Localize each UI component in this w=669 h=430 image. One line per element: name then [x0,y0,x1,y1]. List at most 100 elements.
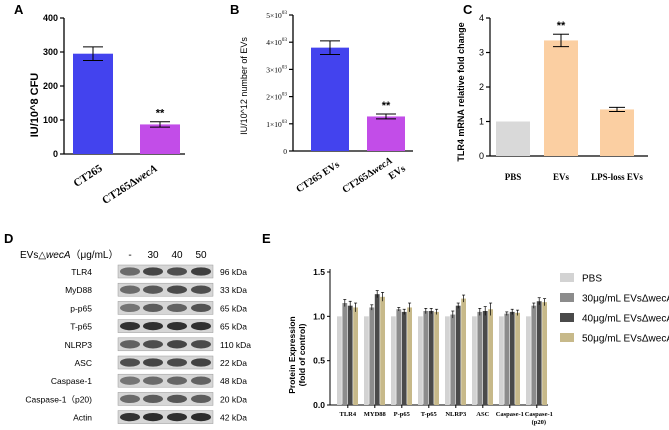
panel-e-ytick-label-3: 1.5 [313,267,325,277]
blot-band-5-2 [167,358,187,367]
panel-b-ytick-label-3: 3×1003 [266,64,287,74]
panel-c-y-ticks: 0 1 2 3 4 [479,13,490,161]
panel-e-xtick-label-6: Caspase-1 [496,411,524,418]
panel-e-bar-3-0 [418,316,423,405]
blot-kda-1: 33 kDa [220,285,247,295]
blot-kda-8: 42 kDa [220,413,247,423]
panel-e-bar-3-1 [423,311,429,405]
blot-band-6-0 [120,376,140,385]
blot-band-1-3 [191,285,211,294]
panel-c-letter: C [463,2,473,17]
panel-e-legend-swatch-3 [560,333,574,342]
panel-e-ytick-label-0: 0.0 [313,400,325,410]
panel-e-bar-5-0 [472,316,477,405]
panel-c-ytick-label-2: 2 [479,82,484,92]
blot-band-8-1 [143,412,163,422]
blot-band-2-2 [167,303,187,313]
panel-a-xtick-0: CT265 [71,162,105,190]
panel-c-xtick-0: PBS [505,172,522,182]
blot-band-6-3 [191,376,211,385]
blot-band-7-3 [191,394,211,404]
panel-e-bar-3-2 [428,311,434,405]
blot-label-4: NLRP3 [65,340,93,350]
panel-e-bar-7-3 [542,302,547,405]
panel-e-bar-4-1 [450,314,456,405]
panel-b-xtick-1: CT265ΔwecA [341,155,395,196]
panel-a: A IU/10^8 CFU 0 100 200 300 400 ** CT265 CT2… [14,2,185,207]
blot-label-1: MyD88 [65,285,92,295]
panel-d-dose-3: 50 [195,250,207,261]
blot-band-2-0 [120,303,140,313]
blot-label-7: Caspase-1（p20) [25,394,92,404]
panel-b-ytick-label-1: 1×1003 [266,119,287,129]
panel-e-bar-2-1 [396,309,402,405]
panel-e-bar-6-0 [499,316,504,405]
panel-d: D EVs△wecA（μg/mL） - 30 40 50 TLR4 96 kDa M… [4,231,251,424]
panel-e-bar-6-2 [509,311,515,405]
blot-kda-2: 65 kDa [220,303,247,313]
blot-band-0-2 [167,267,187,276]
panel-a-ytick-label-0: 0 [53,149,58,159]
blot-kda-7: 20 kDa [220,394,247,404]
panel-e-bar-4-3 [461,298,466,405]
blot-strip-2 [117,301,214,315]
blot-kda-0: 96 kDa [220,267,247,277]
panel-c-ylabel: TLR4 mRNA relative fold change [456,22,466,161]
blot-kda-6: 48 kDa [220,376,247,386]
panel-e-y-ticks: 0.0 0.5 1.0 1.5 [313,267,330,410]
panel-e-bar-5-2 [482,311,488,405]
panel-d-header: EVs△wecA（μg/mL） [20,249,118,261]
panel-d-dose-1: 30 [147,250,159,261]
panel-e-legend-swatch-2 [560,313,574,322]
panel-e-bar-0-1 [342,303,348,405]
panel-e-bar-1-3 [380,296,385,405]
panel-e-bar-3-3 [434,311,439,405]
blot-strip-8 [117,410,214,424]
panel-a-y-ticks: 0 100 200 300 400 [43,13,64,159]
blot-band-3-0 [120,321,140,331]
blot-label-5: ASC [75,358,92,368]
panel-d-blots: TLR4 96 kDa MyD88 33 kDa p-p65 65 kDa T-p65 65 … [25,264,251,424]
panel-b-xtick-0: CT265 EVs [294,159,341,195]
blot-band-5-3 [191,358,211,367]
blot-kda-3: 65 kDa [220,322,247,332]
panel-e-ytick-label-2: 1.0 [313,311,325,321]
blot-band-5-1 [143,358,163,367]
panel-e-xtick-label-1: MYD88 [364,411,387,418]
panel-a-ytick-label-2: 200 [43,81,58,91]
blot-band-3-2 [167,321,187,331]
panel-e-bar-0-3 [353,307,358,405]
blot-strip-0 [117,264,214,279]
panel-e-bar-0-2 [347,305,353,405]
panel-e-xtick-label-4: NLRP3 [445,411,467,418]
panel-e-ylabel-line1: Protein Expression [287,316,297,393]
panel-e-legend-swatch-0 [560,273,574,282]
panel-c-xtick-1: EVs [553,172,570,182]
panel-e-legend-label-2: 40μg/mL EVsΔwecA [582,314,669,325]
blot-strip-1 [117,282,214,297]
blot-kda-4: 110 kDa [220,340,251,350]
panel-e-xtick-label-3: T-p65 [421,411,438,418]
panel-e-xtick-label-0: TLR4 [339,411,356,418]
panel-a-bars: ** [73,46,180,155]
blot-kda-5: 22 kDa [220,358,247,368]
panel-a-bar-0 [73,53,113,155]
panel-c-ytick-label-1: 1 [479,117,484,127]
blot-strip-5 [117,355,214,370]
panel-e-bar-2-3 [407,307,412,405]
blot-band-4-0 [120,340,140,349]
panel-e-legend-label-1: 30μg/mL EVsΔwecA [582,294,669,305]
panel-e-legend-label-0: PBS [582,274,602,285]
blot-label-8: Actin [73,413,92,423]
panel-c-ytick-label-4: 4 [479,13,484,23]
blot-band-6-1 [143,376,163,385]
blot-band-0-1 [143,267,163,276]
panel-b-significance-1: ** [382,100,391,112]
panel-a-ytick-label-4: 400 [43,13,58,23]
panel-a-ytick-label-3: 300 [43,47,58,57]
blot-band-3-3 [191,321,211,331]
panel-e-bar-2-2 [401,311,407,405]
panel-e-bar-6-3 [515,312,520,405]
blot-band-6-2 [167,376,187,385]
panel-a-letter: A [14,2,24,17]
